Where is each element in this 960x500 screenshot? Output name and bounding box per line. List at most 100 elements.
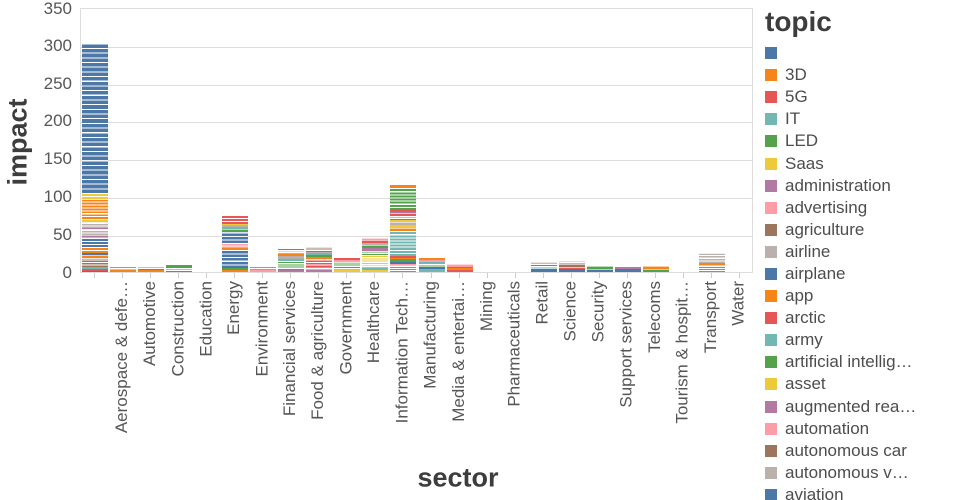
bar-segment[interactable]: [250, 270, 277, 272]
bar-segment[interactable]: [306, 247, 333, 252]
bar-segment[interactable]: [390, 185, 417, 188]
legend-item-agriculture[interactable]: agriculture: [765, 219, 916, 241]
bar-segment[interactable]: [362, 270, 389, 272]
bar-segment[interactable]: [390, 230, 417, 256]
bar-segment[interactable]: [222, 229, 249, 233]
bar-segment[interactable]: [222, 267, 249, 270]
bar-segment[interactable]: [362, 264, 389, 269]
bar-segment[interactable]: [390, 265, 417, 272]
bar-segment[interactable]: [642, 266, 669, 269]
bar-segment[interactable]: [586, 266, 613, 269]
bar-Aerospace & defe…[interactable]: [110, 7, 137, 272]
bar-segment[interactable]: [306, 253, 333, 255]
bar-segment[interactable]: [698, 265, 725, 272]
bar-segment[interactable]: [82, 254, 109, 258]
bar-blank-sector[interactable]: [82, 7, 109, 272]
bar-segment[interactable]: [446, 263, 473, 267]
bar-Healthcare[interactable]: [362, 7, 389, 272]
legend-item-automation[interactable]: automation: [765, 418, 916, 440]
bar-segment[interactable]: [558, 269, 585, 272]
bar-segment[interactable]: [82, 237, 109, 239]
bar-segment[interactable]: [334, 257, 361, 261]
bar-segment[interactable]: [222, 270, 249, 272]
bar-segment[interactable]: [222, 249, 249, 268]
bar-segment[interactable]: [138, 266, 165, 270]
bar-segment[interactable]: [82, 270, 109, 272]
bar-segment[interactable]: [110, 266, 137, 269]
bar-segment[interactable]: [390, 216, 417, 221]
bar-segment[interactable]: [82, 227, 109, 230]
bar-Retail[interactable]: [530, 7, 557, 272]
bar-segment[interactable]: [222, 248, 249, 250]
legend-item-asset[interactable]: asset: [765, 373, 916, 395]
legend-item-5G[interactable]: 5G: [765, 86, 916, 108]
bar-segment[interactable]: [418, 261, 445, 264]
bar-Energy[interactable]: [222, 7, 249, 272]
bar-segment[interactable]: [82, 267, 109, 269]
bar-segment[interactable]: [390, 227, 417, 231]
bar-segment[interactable]: [418, 260, 445, 262]
bar-segment[interactable]: [446, 266, 473, 269]
bar-segment[interactable]: [390, 255, 417, 258]
legend-item-airline[interactable]: airline: [765, 241, 916, 263]
bar-Mining[interactable]: [475, 7, 501, 272]
bar-segment[interactable]: [110, 268, 137, 270]
bar-segment[interactable]: [82, 219, 109, 223]
bar-segment[interactable]: [390, 261, 417, 264]
bar-segment[interactable]: [222, 223, 249, 226]
bar-segment[interactable]: [306, 254, 333, 258]
bar-segment[interactable]: [82, 43, 109, 193]
bar-segment[interactable]: [82, 268, 109, 271]
bar-segment[interactable]: [446, 268, 473, 270]
bar-segment[interactable]: [278, 250, 305, 255]
bar-segment[interactable]: [82, 247, 109, 254]
bar-segment[interactable]: [278, 256, 305, 259]
bar-segment[interactable]: [362, 268, 389, 270]
bar-segment[interactable]: [82, 199, 109, 220]
bar-segment[interactable]: [418, 266, 445, 270]
bar-segment[interactable]: [390, 187, 417, 210]
bar-segment[interactable]: [642, 268, 669, 272]
bar-segment[interactable]: [222, 226, 249, 230]
bar-segment[interactable]: [530, 269, 557, 272]
legend-item-augmented rea…[interactable]: augmented rea…: [765, 396, 916, 418]
bar-Environment[interactable]: [250, 7, 277, 272]
bar-segment[interactable]: [278, 248, 305, 251]
bar-segment[interactable]: [390, 209, 417, 212]
bar-segment[interactable]: [614, 269, 641, 272]
bar-segment[interactable]: [278, 260, 305, 270]
bar-Security[interactable]: [586, 7, 613, 272]
bar-segment[interactable]: [82, 193, 109, 200]
bar-Information Tech…[interactable]: [390, 7, 417, 272]
bar-segment[interactable]: [222, 232, 249, 243]
bar-segment[interactable]: [362, 243, 389, 245]
bar-segment[interactable]: [222, 242, 249, 249]
bar-segment[interactable]: [362, 240, 389, 244]
bar-segment[interactable]: [698, 263, 725, 266]
bar-segment[interactable]: [698, 252, 725, 264]
bar-segment[interactable]: [418, 257, 445, 261]
bar-segment[interactable]: [390, 257, 417, 260]
bar-segment[interactable]: [558, 266, 585, 270]
legend-item-LED[interactable]: LED: [765, 130, 916, 152]
bar-Construction[interactable]: [166, 7, 193, 272]
bar-segment[interactable]: [82, 238, 109, 248]
legend-item-army[interactable]: army: [765, 329, 916, 351]
bar-segment[interactable]: [558, 263, 585, 267]
bar-segment[interactable]: [250, 268, 277, 270]
legend-item-blank[interactable]: [765, 42, 916, 64]
bar-segment[interactable]: [82, 234, 109, 238]
bar-segment[interactable]: [306, 251, 333, 254]
legend-item-app[interactable]: app: [765, 285, 916, 307]
bar-segment[interactable]: [334, 261, 361, 269]
bar-segment[interactable]: [82, 253, 109, 255]
bar-Transport[interactable]: [698, 7, 725, 272]
bar-segment[interactable]: [390, 259, 417, 262]
bar-segment[interactable]: [334, 260, 361, 262]
legend-item-airplane[interactable]: airplane: [765, 263, 916, 285]
bar-segment[interactable]: [110, 270, 137, 272]
bar-segment[interactable]: [82, 229, 109, 235]
bar-segment[interactable]: [362, 237, 389, 241]
bar-Pharmaceuticals[interactable]: [503, 7, 529, 272]
bar-segment[interactable]: [306, 266, 333, 269]
